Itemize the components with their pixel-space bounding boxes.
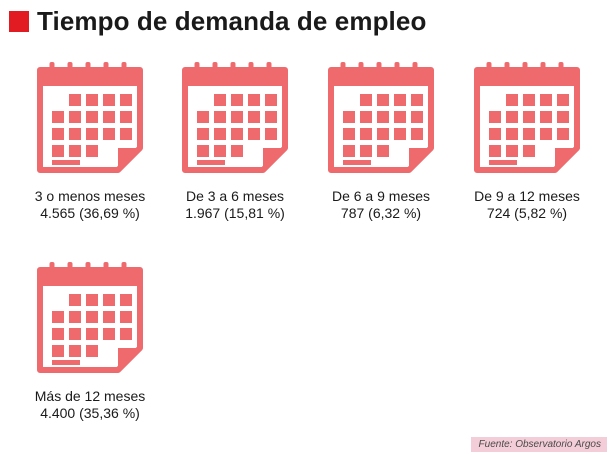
calendar-icon [328, 62, 434, 173]
item-label: 3 o menos meses [34, 188, 146, 204]
title-text: Tiempo de demanda de empleo [37, 5, 427, 36]
item-label: Más de 12 meses [34, 388, 146, 404]
source-note: Fuente: Observatorio Argos [470, 437, 607, 452]
duration-item-12-plus: Más de 12 meses 4.400 (35,36 %) [15, 258, 165, 422]
duration-item-0-3: 3 o menos meses 4.565 (36,69 %) [15, 58, 165, 222]
item-label: De 6 a 9 meses [331, 188, 431, 204]
calendar-icon [474, 62, 580, 173]
item-label: De 9 a 12 meses [474, 188, 580, 204]
item-label: De 3 a 6 meses [185, 188, 285, 204]
duration-item-3-6: De 3 a 6 meses 1.967 (15,81 %) [160, 58, 310, 222]
duration-item-9-12: De 9 a 12 meses 724 (5,82 %) [452, 58, 602, 222]
title-marker [9, 10, 29, 32]
calendar-icon [182, 62, 288, 173]
page-title: Tiempo de demanda de empleo [9, 6, 426, 36]
item-value: 4.565 (36,69 %) [40, 205, 140, 221]
item-value: 1.967 (15,81 %) [185, 205, 285, 221]
calendar-icon [37, 62, 143, 173]
duration-item-6-9: De 6 a 9 meses 787 (6,32 %) [306, 58, 456, 222]
item-value: 724 (5,82 %) [486, 205, 568, 221]
calendar-icon [37, 262, 143, 373]
item-value: 4.400 (35,36 %) [40, 405, 140, 421]
item-value: 787 (6,32 %) [340, 205, 422, 221]
